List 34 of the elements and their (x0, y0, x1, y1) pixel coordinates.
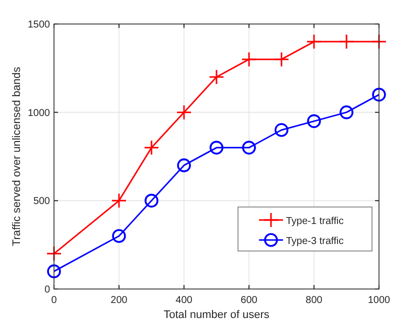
y-tick-label: 500 (33, 196, 50, 208)
point (372, 88, 386, 102)
point (340, 105, 354, 120)
point (307, 114, 321, 128)
point (112, 229, 126, 243)
point (274, 123, 288, 137)
point (338, 34, 354, 50)
legend-label: Type-3 traffic (286, 236, 344, 247)
y-tick-label: 1500 (28, 20, 50, 30)
point (144, 140, 160, 156)
y-axis-title: Traffic served over unlicensed bands (11, 66, 23, 246)
point (306, 34, 322, 50)
y-tick-label: 1000 (28, 108, 50, 119)
point (210, 140, 224, 155)
x-tick-label: 200 (110, 295, 128, 306)
point (111, 192, 127, 208)
x-tick-label: 0 (51, 295, 58, 306)
point (46, 246, 62, 262)
legend-label: Type-1 traffic (286, 216, 344, 227)
point (144, 194, 158, 208)
point (241, 52, 257, 68)
point (274, 52, 290, 68)
x-tick-label: 400 (176, 295, 193, 306)
point (177, 158, 191, 172)
x-tick-label: 800 (306, 295, 323, 306)
x-tick-label: 1000 (368, 295, 391, 306)
point (208, 69, 224, 85)
point (242, 140, 256, 155)
point (47, 264, 61, 278)
point (176, 104, 192, 120)
point (371, 34, 387, 50)
y-tick-label: 0 (44, 284, 50, 296)
x-axis-title: Total number of users (164, 309, 270, 321)
x-tick-label: 600 (240, 295, 258, 306)
